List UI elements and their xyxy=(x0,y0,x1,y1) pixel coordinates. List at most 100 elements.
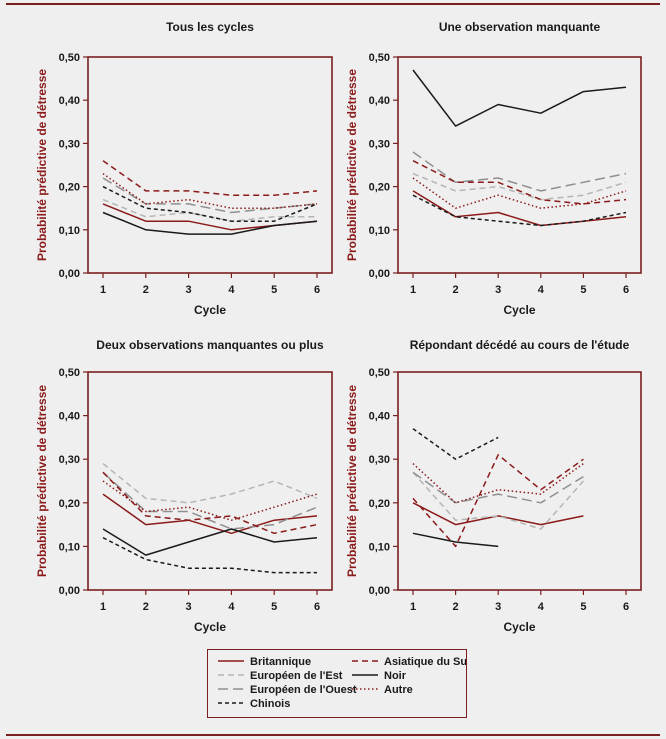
series-line-autre xyxy=(102,480,318,521)
series-line-noir xyxy=(102,528,318,556)
series-line-noir xyxy=(412,532,499,548)
series-line-asiatique-du-sud xyxy=(102,471,318,535)
chart-title: Répondant décédé au cours de l'étude xyxy=(410,338,630,352)
series-line-chinois xyxy=(102,185,318,222)
x-tick-label: 6 xyxy=(314,284,320,296)
x-tick-label: 5 xyxy=(580,601,586,613)
x-tick-label: 6 xyxy=(623,284,629,296)
series-line-noir xyxy=(102,211,318,235)
series-line-noir xyxy=(412,69,627,127)
x-tick-label: 3 xyxy=(186,601,192,613)
y-tick-label: 0,40 xyxy=(369,95,390,107)
series-line-européen-de-l-est xyxy=(412,172,627,201)
x-tick-label: 3 xyxy=(495,601,501,613)
series-line-chinois xyxy=(412,194,627,227)
y-tick-label: 0,50 xyxy=(369,52,390,64)
plot-frame xyxy=(397,371,642,591)
y-tick-label: 0,50 xyxy=(369,367,390,379)
x-tick-label: 1 xyxy=(100,601,106,613)
legend-item: Européen de l'Ouest xyxy=(218,684,357,696)
x-tick-label: 1 xyxy=(100,284,106,296)
bottom-rule xyxy=(6,734,660,736)
legend-item: Autre xyxy=(352,684,413,696)
x-tick-label: 2 xyxy=(453,284,459,296)
legend-label: Noir xyxy=(384,670,407,682)
legend-label: Asiatique du Sud xyxy=(384,656,466,668)
legend-item: Britannique xyxy=(218,656,311,668)
x-tick-label: 1 xyxy=(410,284,416,296)
y-tick-label: 0,40 xyxy=(369,411,390,423)
x-tick-label: 1 xyxy=(410,601,416,613)
y-axis-label: Probabilité prédictive de détresse xyxy=(345,385,359,577)
x-tick-label: 2 xyxy=(453,601,459,613)
x-axis-label: Cycle xyxy=(503,620,535,634)
chart-panel-1: Tous les cycles 0,00 0,10 0,20 0,30 0,40 0,50 1… xyxy=(35,20,333,317)
series-line-britannique xyxy=(412,502,584,526)
plot-frame xyxy=(87,371,333,591)
x-tick-label: 5 xyxy=(271,601,277,613)
legend: Britannique Asiatique du Sud Européen de l… xyxy=(207,649,474,718)
plot-frame xyxy=(397,56,642,274)
legend-label: Européen de l'Est xyxy=(250,670,343,682)
legend-canvas: Britannique Asiatique du Sud Européen de l… xyxy=(218,656,474,710)
y-axis-label: Probabilité prédictive de détresse xyxy=(35,69,49,261)
series-line-britannique xyxy=(102,493,318,535)
y-tick-label: 0,20 xyxy=(59,182,80,194)
y-tick-label: 0,00 xyxy=(59,585,80,597)
legend-item: Chinois xyxy=(218,698,290,710)
y-tick-label: 0,10 xyxy=(369,541,390,553)
series-line-européen-de-l-ouest xyxy=(412,471,584,504)
legend-item: Noir xyxy=(352,670,407,682)
x-tick-label: 3 xyxy=(495,284,501,296)
x-tick-label: 4 xyxy=(538,601,545,613)
x-axis-label: Cycle xyxy=(503,303,535,317)
x-tick-label: 4 xyxy=(228,284,235,296)
legend-label: Britannique xyxy=(250,656,311,668)
y-tick-label: 0,00 xyxy=(369,268,390,280)
x-tick-label: 2 xyxy=(143,601,149,613)
chart-title: Tous les cycles xyxy=(166,20,254,34)
series-line-chinois xyxy=(412,428,499,460)
chart-panel-2: Une observation manquante 0,00 0,10 0,20 0,3… xyxy=(345,20,642,317)
y-tick-label: 0,30 xyxy=(369,454,390,466)
y-tick-label: 0,10 xyxy=(59,541,80,553)
y-tick-label: 0,00 xyxy=(59,268,80,280)
x-axis-label: Cycle xyxy=(194,303,226,317)
chart-title: Deux observations manquantes ou plus xyxy=(96,338,324,352)
series-line-européen-de-l-est xyxy=(102,463,318,504)
y-tick-label: 0,00 xyxy=(369,585,390,597)
y-tick-label: 0,50 xyxy=(59,52,80,64)
series-line-européen-de-l-est xyxy=(412,471,584,530)
legend-label: Européen de l'Ouest xyxy=(250,684,357,696)
series-line-autre xyxy=(412,462,584,504)
legend-label: Chinois xyxy=(250,698,290,710)
series-line-européen-de-l-ouest xyxy=(102,471,318,530)
plot-frame xyxy=(87,56,333,274)
chart-panel-3: Deux observations manquantes ou plus 0,00… xyxy=(35,338,333,634)
y-tick-label: 0,10 xyxy=(59,225,80,237)
chart-panel-4: Répondant décédé au cours de l'étude 0,00… xyxy=(345,338,642,634)
y-tick-label: 0,40 xyxy=(59,411,80,423)
y-tick-label: 0,30 xyxy=(59,138,80,150)
y-tick-label: 0,40 xyxy=(59,95,80,107)
series-line-asiatique-du-sud xyxy=(102,160,318,196)
y-tick-label: 0,20 xyxy=(369,182,390,194)
top-rule xyxy=(6,3,660,5)
x-tick-label: 6 xyxy=(623,601,629,613)
x-tick-label: 3 xyxy=(186,284,192,296)
y-tick-label: 0,20 xyxy=(59,498,80,510)
x-tick-label: 5 xyxy=(580,284,586,296)
chart-title: Une observation manquante xyxy=(439,20,601,34)
series-line-asiatique-du-sud xyxy=(412,454,584,548)
y-axis-label: Probabilité prédictive de détresse xyxy=(345,69,359,261)
y-tick-label: 0,30 xyxy=(369,138,390,150)
legend-item: Asiatique du Sud xyxy=(352,656,474,668)
legend-item: Européen de l'Est xyxy=(218,670,343,682)
legend-label: Autre xyxy=(384,684,413,696)
y-tick-label: 0,20 xyxy=(369,498,390,510)
series-line-chinois xyxy=(102,537,317,574)
x-axis-label: Cycle xyxy=(194,620,226,634)
x-tick-label: 5 xyxy=(271,284,277,296)
